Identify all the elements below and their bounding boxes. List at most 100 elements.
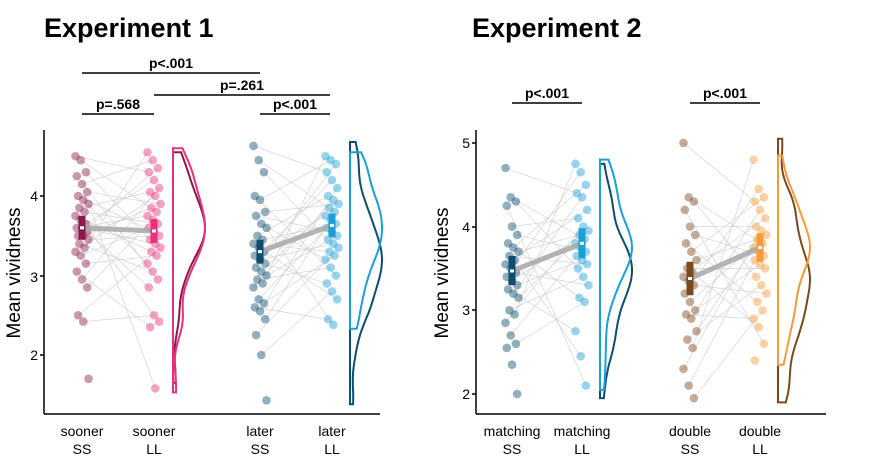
paired-line bbox=[683, 217, 766, 278]
data-point bbox=[260, 207, 270, 217]
paired-line bbox=[77, 195, 155, 233]
data-point bbox=[81, 259, 91, 268]
paired-line bbox=[692, 159, 754, 349]
data-point bbox=[755, 205, 765, 215]
data-point bbox=[253, 275, 262, 284]
data-point bbox=[154, 317, 164, 326]
paired-line bbox=[76, 271, 151, 328]
data-point bbox=[322, 167, 332, 177]
data-point bbox=[689, 393, 699, 403]
paired-line bbox=[254, 306, 329, 320]
data-point bbox=[154, 183, 164, 193]
paired-line bbox=[683, 142, 756, 202]
data-point bbox=[681, 239, 691, 248]
paired-line bbox=[514, 163, 576, 315]
paired-line bbox=[684, 209, 765, 344]
data-point bbox=[755, 259, 765, 269]
data-point bbox=[329, 320, 338, 330]
y-axis-label-experiment-1: Mean vividness bbox=[4, 208, 25, 339]
mean-connector bbox=[509, 240, 585, 274]
chart-marks bbox=[71, 137, 812, 406]
data-point bbox=[144, 283, 154, 292]
paired-line bbox=[505, 226, 584, 324]
x-tick-label-double-ll-line2: LL bbox=[752, 441, 768, 457]
data-point bbox=[156, 243, 165, 252]
data-point bbox=[259, 299, 269, 308]
paired-line bbox=[77, 247, 161, 316]
data-point bbox=[82, 283, 92, 292]
data-point bbox=[145, 322, 155, 332]
data-point bbox=[584, 280, 593, 290]
paired-line bbox=[253, 243, 330, 253]
data-point bbox=[507, 360, 517, 370]
x-tick-label-double-ss-line2: SS bbox=[681, 441, 700, 457]
mean-marker bbox=[80, 226, 84, 230]
paired-line bbox=[518, 243, 576, 299]
data-point bbox=[79, 195, 88, 205]
y-tick-label: 2 bbox=[462, 386, 470, 402]
data-point bbox=[250, 303, 260, 312]
paired-line bbox=[263, 179, 333, 252]
y-tick-marks bbox=[40, 142, 476, 395]
data-point bbox=[505, 306, 514, 315]
paired-line bbox=[84, 152, 148, 248]
data-point bbox=[249, 141, 258, 151]
violin-density bbox=[349, 151, 383, 330]
paired-line bbox=[688, 196, 763, 244]
data-point bbox=[151, 191, 160, 201]
data-point bbox=[749, 314, 758, 323]
data-point bbox=[143, 147, 152, 157]
data-point bbox=[501, 163, 510, 173]
data-point bbox=[509, 289, 518, 298]
data-point bbox=[148, 267, 157, 276]
data-point bbox=[77, 275, 87, 284]
paired-line bbox=[505, 209, 588, 265]
data-point bbox=[262, 396, 271, 405]
data-point bbox=[71, 151, 80, 161]
mean-marker bbox=[580, 241, 584, 245]
data-point bbox=[750, 197, 760, 206]
paired-line bbox=[77, 167, 159, 237]
paired-line bbox=[258, 227, 328, 300]
data-point bbox=[152, 207, 161, 217]
data-point bbox=[321, 211, 330, 221]
data-point bbox=[334, 199, 343, 209]
x-tick-label-sooner-ss-line2: SS bbox=[73, 441, 92, 457]
paired-line bbox=[257, 195, 329, 237]
violin-density bbox=[599, 162, 634, 400]
data-point bbox=[572, 188, 582, 198]
violin-density bbox=[172, 151, 207, 384]
data-point bbox=[579, 272, 588, 282]
data-point bbox=[584, 226, 593, 236]
paired-line bbox=[254, 195, 337, 276]
data-point bbox=[759, 193, 769, 202]
data-point bbox=[576, 352, 585, 361]
p-value-label: p<.001 bbox=[149, 55, 193, 71]
data-point bbox=[506, 331, 515, 340]
paired-line bbox=[259, 187, 338, 312]
data-point bbox=[757, 280, 766, 290]
paired-line bbox=[262, 156, 326, 284]
data-point bbox=[253, 231, 262, 241]
data-point bbox=[514, 293, 523, 303]
chart-title-experiment-1: Experiment 1 bbox=[44, 13, 214, 43]
violin-density bbox=[777, 154, 812, 366]
data-point bbox=[73, 310, 83, 320]
data-point bbox=[576, 167, 585, 177]
data-point bbox=[573, 213, 583, 223]
data-point bbox=[681, 310, 691, 319]
data-point bbox=[149, 310, 159, 320]
data-point bbox=[692, 255, 701, 265]
x-tick-label-sooner-ll-line1: sooner bbox=[133, 423, 176, 439]
data-point bbox=[581, 381, 591, 390]
paired-line bbox=[693, 201, 757, 278]
mean-connector bbox=[79, 225, 157, 234]
data-point bbox=[684, 381, 693, 390]
data-point bbox=[757, 226, 766, 236]
data-point bbox=[144, 167, 154, 177]
data-point bbox=[153, 163, 163, 173]
data-point bbox=[257, 350, 266, 360]
data-point bbox=[759, 339, 769, 349]
violin-density bbox=[777, 137, 812, 404]
data-point bbox=[511, 197, 521, 206]
